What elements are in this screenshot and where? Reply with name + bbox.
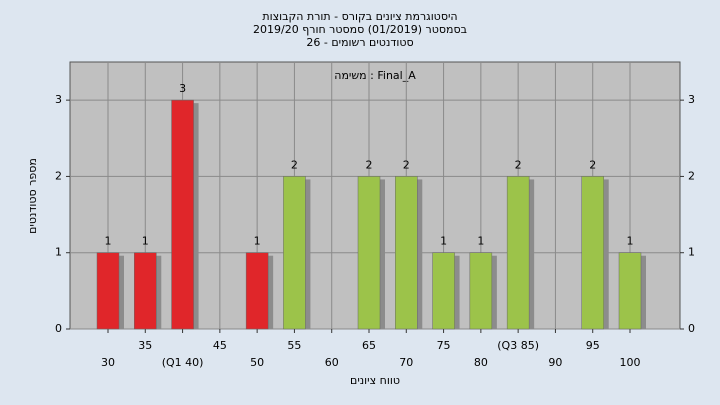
y-axis-label: מספר סטודנטים bbox=[26, 158, 39, 234]
chart-subtitle: בסמסטר (01/2019) סמסטר חורף 2019/20 bbox=[253, 23, 467, 36]
data-label: 2 bbox=[366, 158, 373, 171]
bar bbox=[506, 176, 530, 330]
x-tick-label: 55 bbox=[287, 339, 301, 352]
x-tick-label: 95 bbox=[586, 339, 600, 352]
bar bbox=[618, 252, 642, 330]
x-tick-label: 35 bbox=[138, 339, 152, 352]
y-tick-label: 0 bbox=[55, 322, 62, 335]
data-label: 1 bbox=[105, 235, 112, 248]
annotation: משימה : Final_A bbox=[334, 69, 416, 82]
y2-tick-label: 2 bbox=[688, 169, 695, 182]
bar bbox=[171, 99, 194, 330]
x-tick-label: 70 bbox=[399, 356, 413, 369]
data-label: 2 bbox=[589, 158, 596, 171]
x-tick-label: 60 bbox=[325, 356, 339, 369]
x-tick-label: 80 bbox=[474, 356, 488, 369]
bar bbox=[245, 252, 269, 330]
data-label: 1 bbox=[142, 235, 149, 248]
x-tick-label: 30 bbox=[101, 356, 115, 369]
bar bbox=[134, 252, 157, 330]
bar bbox=[395, 176, 418, 330]
x-tick-label: 75 bbox=[437, 339, 451, 352]
y2-tick-label: 0 bbox=[688, 322, 695, 335]
y-tick-label: 2 bbox=[55, 169, 62, 182]
data-label: 1 bbox=[254, 235, 261, 248]
x-axis-label: טווח ציונים bbox=[350, 374, 400, 387]
bar bbox=[432, 252, 455, 330]
bar bbox=[96, 252, 120, 330]
y-tick-label: 1 bbox=[55, 246, 62, 259]
data-label: 1 bbox=[627, 235, 634, 248]
y2-tick-label: 1 bbox=[688, 246, 695, 259]
x-tick-label: (Q3 85) bbox=[497, 339, 539, 352]
data-label: 2 bbox=[403, 158, 410, 171]
x-tick-label: 65 bbox=[362, 339, 376, 352]
x-tick-label: 90 bbox=[548, 356, 562, 369]
data-label: 1 bbox=[477, 235, 484, 248]
y2-tick-label: 3 bbox=[688, 93, 695, 106]
data-label: 1 bbox=[440, 235, 447, 248]
bar bbox=[283, 176, 306, 330]
y-tick-label: 3 bbox=[55, 93, 62, 106]
bar bbox=[469, 252, 493, 330]
bar bbox=[581, 176, 604, 330]
chart-subtitle: סטודנטים רשומים - 26 bbox=[306, 36, 413, 49]
x-tick-label: 50 bbox=[250, 356, 264, 369]
data-label: 2 bbox=[291, 158, 298, 171]
bar bbox=[357, 176, 381, 330]
data-label: 2 bbox=[515, 158, 522, 171]
chart-title: היסטוגרמת ציונים בקורס - תורת הקבוצות bbox=[262, 10, 457, 23]
x-tick-label: 45 bbox=[213, 339, 227, 352]
data-label: 3 bbox=[179, 82, 186, 95]
x-tick-label: 100 bbox=[620, 356, 641, 369]
x-tick-label: (Q1 40) bbox=[162, 356, 204, 369]
